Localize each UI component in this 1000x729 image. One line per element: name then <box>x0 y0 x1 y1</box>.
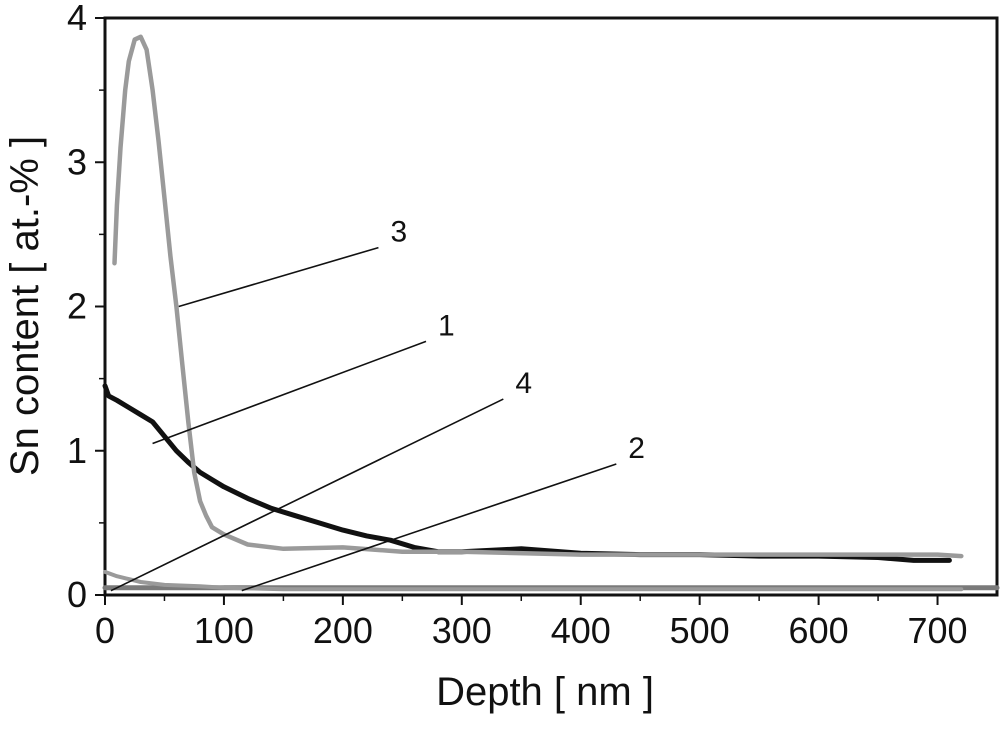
x-tick-label: 300 <box>432 610 492 651</box>
annotation-leader-1 <box>152 340 427 445</box>
x-tick-label: 600 <box>789 610 849 651</box>
y-tick-label: 0 <box>67 574 87 615</box>
x-tick-label: 200 <box>313 610 373 651</box>
annotation-layer: 3 1 4 2 <box>110 216 645 592</box>
x-tick-label: 500 <box>670 610 730 651</box>
y-tick-label: 1 <box>67 430 87 471</box>
x-tick-label: 400 <box>551 610 611 651</box>
y-tick-label: 4 <box>67 0 87 38</box>
annotation-leader-3 <box>178 246 379 308</box>
annotation-label-2: 2 <box>628 432 645 465</box>
x-axis: 0 100 200 300 400 500 600 700 <box>95 595 968 651</box>
annotation-leader-4 <box>110 398 504 592</box>
annotation-leader-2 <box>241 463 617 592</box>
y-tick-label: 3 <box>67 141 87 182</box>
y-tick-label: 2 <box>67 286 87 327</box>
y-axis-label: Sn content [ at.-% ] <box>3 136 47 476</box>
y-axis: 0 1 2 3 4 <box>67 0 105 615</box>
plot-area <box>103 16 999 597</box>
x-tick-label: 100 <box>194 610 254 651</box>
x-tick-label: 700 <box>907 610 967 651</box>
series-layer <box>102 34 1000 592</box>
annotation-label-1: 1 <box>438 309 455 342</box>
x-axis-label: Depth [ nm ] <box>436 670 654 714</box>
series-line-3 <box>112 34 964 559</box>
annotation-label-4: 4 <box>515 367 532 400</box>
annotation-label-3: 3 <box>390 216 407 249</box>
x-tick-label: 0 <box>95 610 115 651</box>
series-line-4 <box>103 569 964 592</box>
